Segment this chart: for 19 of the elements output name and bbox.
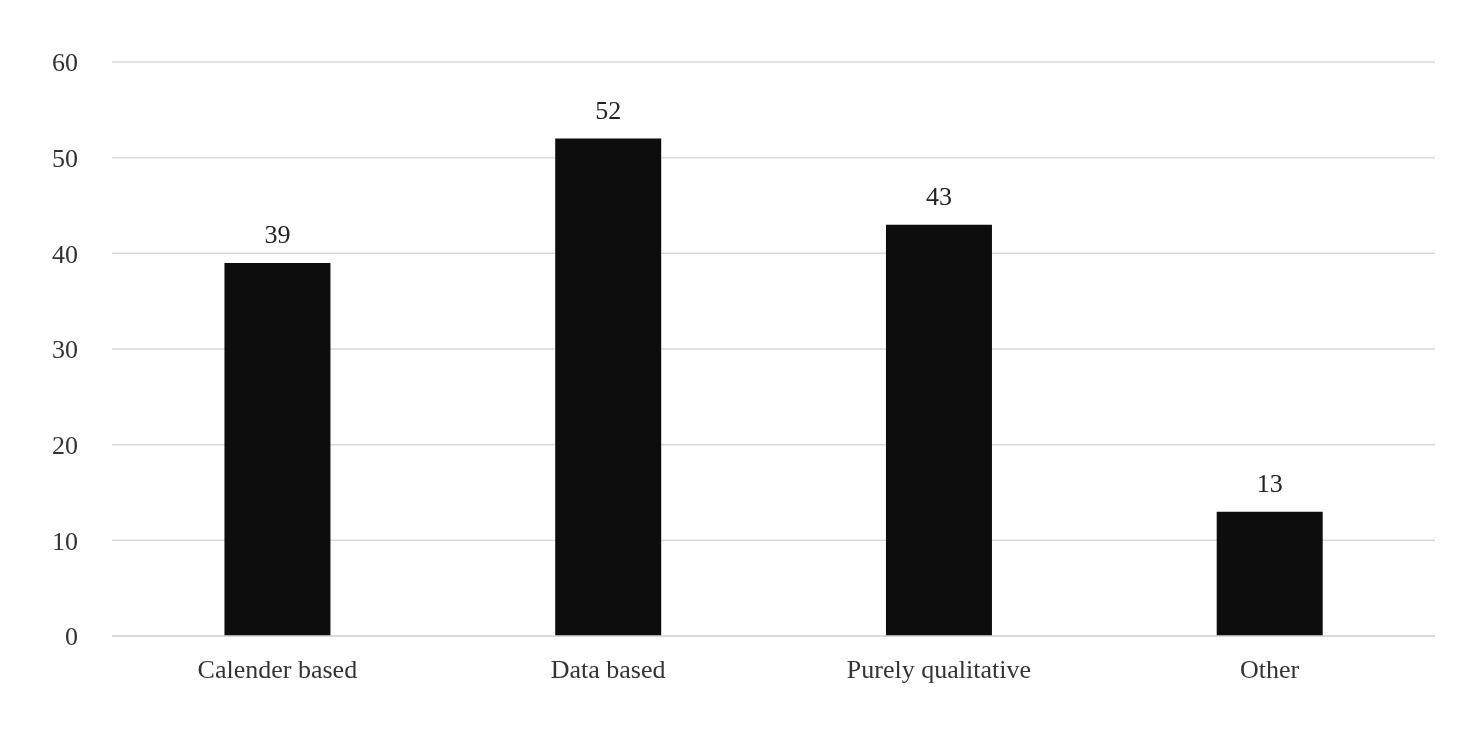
x-tick-label: Purely qualitative	[846, 655, 1031, 685]
bar	[555, 138, 662, 636]
y-tick-label: 0	[65, 622, 78, 652]
y-tick-label: 30	[52, 335, 78, 365]
y-tick-label: 60	[52, 48, 78, 78]
bar	[224, 262, 331, 636]
data-label: 43	[925, 181, 952, 211]
y-tick-label: 20	[52, 430, 78, 460]
x-tick-label: Calender based	[197, 655, 358, 685]
data-label: 52	[595, 95, 622, 125]
y-tick-label: 10	[52, 526, 78, 556]
y-tick-label: 50	[52, 143, 78, 173]
x-tick-label: Data based	[550, 655, 666, 685]
bar	[885, 224, 992, 636]
data-label: 39	[264, 219, 291, 249]
bar	[1216, 511, 1323, 636]
x-tick-label: Other	[1240, 655, 1300, 685]
data-label: 13	[1256, 468, 1283, 498]
y-tick-label: 40	[52, 239, 78, 269]
